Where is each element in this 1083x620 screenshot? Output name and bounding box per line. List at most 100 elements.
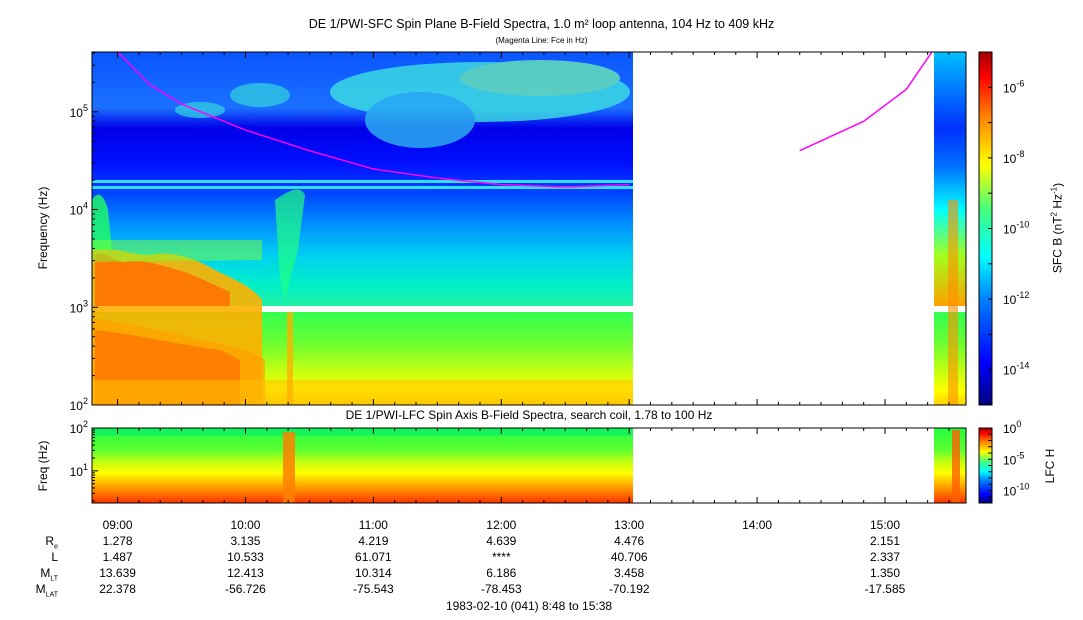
- ephemeris-value: 3.135: [230, 534, 261, 548]
- interference-line: [92, 180, 633, 183]
- lfc-colorbar-tick-label: 10-10: [1003, 482, 1029, 499]
- fce-line: [117, 52, 630, 188]
- ephemeris-value: 1.350: [869, 566, 900, 580]
- sfc-y-tick-label-base: 10: [70, 106, 84, 120]
- ephemeris-row-label: Re: [45, 534, 58, 550]
- sfc-right-emission: [948, 200, 958, 405]
- ephemeris-value: 4.219: [358, 534, 389, 548]
- ephemeris-value: 40.706: [610, 550, 648, 564]
- ephemeris-value: 1.487: [102, 550, 133, 564]
- sfc-colorbar-tick-label-exponent: -8: [1016, 149, 1024, 159]
- ephemeris-value: -78.453: [480, 582, 522, 596]
- sfc-colorbar-tick-label: 10-8: [1003, 149, 1024, 166]
- lfc-spectrogram: [92, 428, 966, 503]
- lfc-y-tick-label-exponent: 1: [83, 462, 88, 472]
- ephemeris-value: 10.533: [227, 550, 264, 564]
- lfc-colorbar-tick-label-exponent: -10: [1016, 482, 1029, 492]
- sfc-colorbar-tick-label-base: 10: [1003, 223, 1017, 237]
- ephemeris-label-main: L: [51, 550, 58, 564]
- sfc-colorbar-tick-label-exponent: -6: [1016, 78, 1024, 88]
- lfc-y-tick-label-base: 10: [70, 422, 84, 436]
- time-tick-label: 14:00: [742, 518, 773, 532]
- sfc-spectrogram: [92, 52, 966, 405]
- ephemeris-row-label: MLAT: [36, 582, 58, 598]
- lfc-colorbar-label: LFC H: [1043, 448, 1057, 484]
- sfc-colorbar-label-sup1: 2: [1049, 212, 1059, 217]
- ephemeris-value: 22.378: [99, 582, 136, 596]
- lfc-y-tick-label-exponent: 2: [83, 419, 88, 429]
- sfc-colorbar-tick-label: 10-14: [1003, 361, 1029, 378]
- lfc-colorbar-tick-label-exponent: -5: [1016, 450, 1024, 460]
- ephemeris-label-sub: e: [54, 543, 58, 551]
- ephemeris-row-label: MLT: [40, 566, 58, 582]
- time-tick-label: 10:00: [230, 518, 261, 532]
- sfc-y-axis-label: Frequency (Hz): [36, 186, 50, 270]
- sfc-colorbar-tick-label-base: 10: [1003, 293, 1017, 307]
- vertical-emission: [287, 312, 293, 405]
- sfc-y-tick-label-base: 10: [70, 204, 84, 218]
- time-tick-label: 15:00: [869, 518, 900, 532]
- fce-line: [799, 52, 933, 152]
- sfc-colorbar-label-mid: Hz: [1050, 194, 1065, 212]
- lfc-colorbar-tick-label-base: 10: [1003, 422, 1017, 436]
- ephemeris-value: 61.071: [355, 550, 392, 564]
- time-tick-label: 11:00: [358, 518, 388, 532]
- lfc-vertical-emission: [283, 432, 295, 503]
- sfc-x-ticks: [117, 52, 950, 405]
- sfc-y-tick-label: 102: [70, 396, 88, 413]
- ephemeris-label-main: M: [35, 582, 46, 596]
- ephemeris-label-sub: LT: [50, 575, 58, 583]
- ephemeris-value: ****: [491, 550, 511, 564]
- lfc-colorbar-tick-label-base: 10: [1003, 485, 1017, 499]
- ephemeris-value: -56.726: [225, 582, 266, 596]
- sfc-colorbar-tick-label-exponent: -10: [1016, 220, 1029, 230]
- sfc-y-tick-label: 104: [70, 201, 88, 218]
- sfc-colorbar-tick-label-exponent: -12: [1016, 290, 1029, 300]
- lfc-colorbar-tick-label: 10-5: [1003, 450, 1024, 467]
- sfc-colorbar-tick-label-base: 10: [1003, 81, 1017, 95]
- sfc-y-tick-label-exponent: 4: [83, 201, 88, 211]
- sfc-colorbar-label: SFC B (nT2 Hz-1): [1050, 183, 1065, 273]
- sfc-y-tick-label-base: 10: [70, 301, 84, 315]
- ephemeris-value: -17.585: [864, 582, 906, 596]
- sfc-colorbar-tick-label: 10-12: [1003, 290, 1029, 307]
- sfc-y-tick-label: 103: [70, 298, 88, 315]
- sfc-y-tick-label-base: 10: [70, 399, 84, 413]
- ephemeris-value: 4.476: [614, 534, 645, 548]
- lfc-x-ticks: [117, 428, 950, 503]
- sfc-y-tick-label: 105: [70, 103, 88, 120]
- lfc-y-tick-label-base: 10: [70, 465, 84, 479]
- lfc-right-emission: [952, 430, 960, 503]
- ephemeris-value: 13.639: [99, 566, 136, 580]
- lfc-colorbar-tick-label-base: 10: [1003, 453, 1017, 467]
- interference-line: [92, 186, 633, 189]
- time-range-footer: 1983-02-10 (041) 8:48 to 15:38: [445, 599, 613, 613]
- ephemeris-value: 1.278: [102, 534, 133, 548]
- sfc-colorbar-label-pre: SFC B (nT: [1050, 216, 1065, 274]
- sfc-colorbar-label-sup2: -1: [1049, 186, 1059, 194]
- sfc-colorbar-tick-label-exponent: -14: [1016, 361, 1029, 371]
- sfc-colorbar-tick-label: 10-10: [1003, 220, 1029, 237]
- sfc-y-tick-label-exponent: 5: [83, 103, 88, 113]
- lfc-y-tick-label: 102: [70, 419, 88, 436]
- lfc-frame: [91, 427, 967, 504]
- ephemeris-value: 6.186: [486, 566, 517, 580]
- sfc-y-tick-label-exponent: 2: [83, 396, 88, 406]
- ephemeris-row-label: L: [51, 550, 58, 564]
- ephemeris-label-sub: LAT: [45, 591, 58, 599]
- lfc-y-tick-label: 101: [70, 462, 88, 479]
- ephemeris-value: 4.639: [486, 534, 517, 548]
- ephemeris-label-main: M: [40, 566, 51, 580]
- sfc-frame: [91, 51, 967, 406]
- sfc-y-tick-label-exponent: 3: [83, 298, 88, 308]
- lfc-y-axis-label: Freq (Hz): [36, 440, 50, 492]
- sfc-colorbar-tick-label: 10-6: [1003, 78, 1024, 95]
- figure-subtitle: (Magenta Line: Fce in Hz): [495, 36, 588, 45]
- ephemeris-label-main: R: [45, 534, 55, 548]
- hf-emission-patches: [175, 60, 630, 148]
- ephemeris-value: 12.413: [227, 566, 264, 580]
- lfc-colorbar-tick-label: 100: [1003, 419, 1021, 436]
